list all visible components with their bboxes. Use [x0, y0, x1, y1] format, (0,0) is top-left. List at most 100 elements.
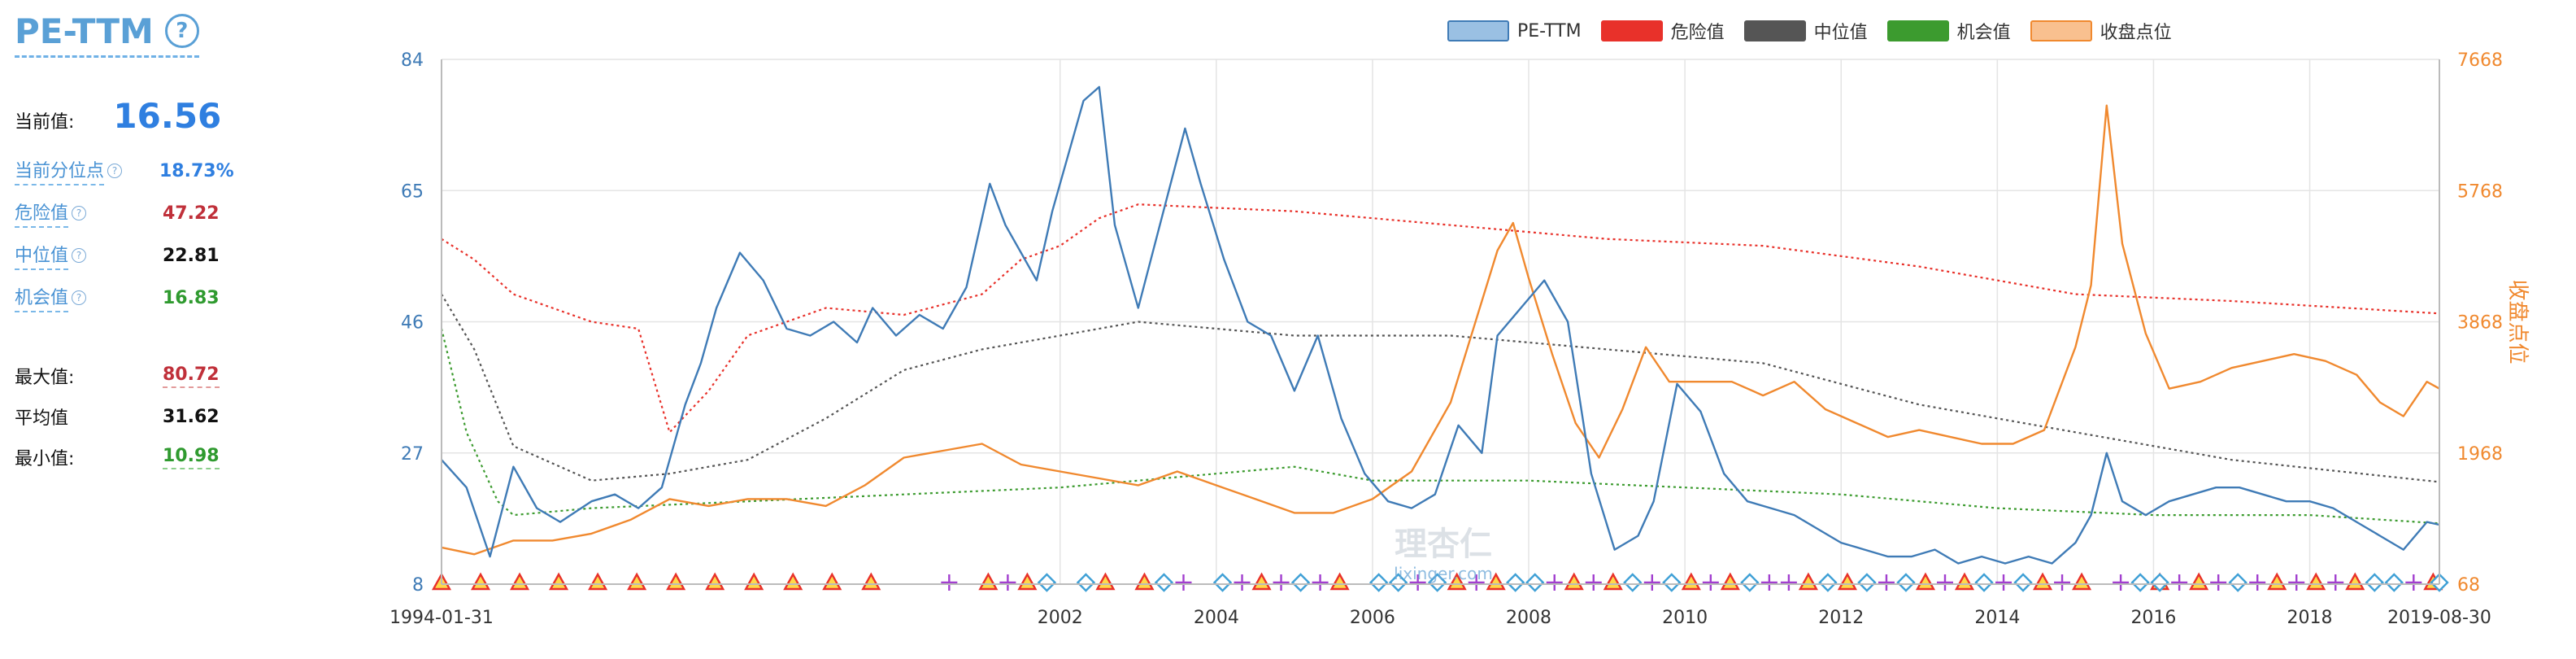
- triangle-marker: [1798, 572, 1818, 591]
- triangle-marker: [666, 572, 686, 591]
- diamond-marker: [1368, 573, 1389, 592]
- max-label: 最大值:: [15, 368, 75, 388]
- current-value: 16.56: [113, 96, 222, 136]
- series-line-收盘点位: [441, 104, 2440, 556]
- legend-label-chance: 机会值: [1956, 23, 2011, 43]
- plus-marker: [1936, 574, 1953, 591]
- indicator-title: PE-TTM: [15, 11, 154, 51]
- series-line-机会值: [440, 328, 2440, 525]
- stats-sidebar: PE-TTM ? 当前值: 16.56 当前分位点 ? 18.73% 危险值 ?…: [0, 0, 382, 659]
- y-right-tick-label: 1968: [2457, 444, 2503, 465]
- y-left-tick-label: 65: [401, 181, 424, 202]
- plus-marker: [2405, 574, 2422, 591]
- legend-label-pe: PE-TTM: [1517, 20, 1582, 41]
- diamond-marker: [2228, 573, 2247, 592]
- danger-value: 47.22: [163, 203, 220, 224]
- diamond-marker: [1212, 573, 1233, 592]
- legend-swatch-pe: [1447, 20, 1509, 41]
- question-mark-icon[interactable]: ?: [72, 248, 87, 263]
- legend-label-danger: 危险值: [1670, 23, 1725, 43]
- legend-swatch-median: [1743, 20, 1806, 41]
- diamond-marker: [1623, 573, 1643, 592]
- pe-ttm-chart[interactable]: PE-TTM 危险值 中位值 机会值 收盘点位 8 68 27 1968 46 3868 6…: [382, 0, 2576, 659]
- legend-item-chance[interactable]: 机会值: [1886, 18, 2011, 44]
- x-tick-label: 1994-01-31: [389, 608, 494, 628]
- question-mark-icon[interactable]: ?: [107, 164, 123, 178]
- plus-marker: [1585, 574, 1602, 591]
- triangle-marker: [1017, 572, 1038, 591]
- x-tick-label: 2018: [2287, 608, 2333, 628]
- plus-marker: [1995, 574, 2012, 591]
- chance-label: 机会值: [15, 283, 69, 312]
- triangle-marker: [822, 572, 842, 591]
- triangle-marker: [2345, 572, 2365, 591]
- diamond-marker: [1388, 573, 1408, 592]
- plus-marker: [2113, 574, 2130, 591]
- triangle-marker: [1837, 572, 1857, 591]
- indicator-title-row[interactable]: PE-TTM ?: [15, 8, 199, 58]
- question-mark-icon[interactable]: ?: [72, 290, 87, 305]
- diamond-marker: [1525, 573, 1545, 592]
- watermark-cn: 理杏仁: [1395, 526, 1492, 563]
- min-value[interactable]: 10.98: [163, 446, 220, 469]
- diamond-marker: [1037, 573, 1057, 592]
- diamond-marker: [1506, 573, 1525, 592]
- triangle-marker: [978, 572, 999, 591]
- max-value[interactable]: 80.72: [163, 364, 220, 388]
- diamond-marker: [1974, 573, 1994, 592]
- triangle-marker: [2267, 572, 2287, 591]
- triangle-marker: [861, 572, 881, 591]
- max-row: 最大值: 80.72: [15, 363, 220, 389]
- legend-label-close: 收盘点位: [2100, 23, 2172, 43]
- triangle-marker: [1954, 572, 1975, 591]
- plus-marker: [1780, 574, 1797, 591]
- danger-label-wrap[interactable]: 危险值 ?: [15, 199, 163, 228]
- avg-label-wrap: 平均值: [15, 404, 163, 430]
- chance-row[interactable]: 机会值 ? 16.83: [15, 283, 220, 312]
- percentile-label: 当前分位点: [15, 156, 105, 185]
- current-value-label: 当前值:: [15, 112, 75, 133]
- y-left-tick-label: 84: [401, 50, 424, 71]
- triangle-marker: [2033, 572, 2053, 591]
- triangle-marker: [1720, 572, 1740, 591]
- legend-item-danger[interactable]: 危险值: [1600, 18, 1725, 44]
- triangle-marker: [1603, 572, 1623, 591]
- min-label: 最小值:: [15, 449, 75, 469]
- x-tick-label: 2012: [1818, 608, 1864, 628]
- chance-label-wrap[interactable]: 机会值 ?: [15, 283, 163, 312]
- plot-svg[interactable]: 8 68 27 1968 46 3868 65 5768 84 7668 1994-01-31 200…: [382, 0, 2576, 659]
- question-mark-icon[interactable]: ?: [72, 206, 87, 220]
- min-label-wrap: 最小值:: [15, 444, 163, 470]
- triangle-marker: [510, 572, 530, 591]
- plus-marker: [2327, 574, 2344, 591]
- percentile-row[interactable]: 当前分位点 ? 18.73%: [15, 156, 234, 185]
- median-label-wrap[interactable]: 中位值 ?: [15, 241, 163, 270]
- triangle-marker: [744, 572, 764, 591]
- legend-item-pe-ttm[interactable]: PE-TTM: [1447, 18, 1582, 44]
- plus-marker: [999, 574, 1016, 591]
- help-icon[interactable]: ?: [164, 14, 199, 48]
- triangle-marker: [1251, 572, 1272, 591]
- triangle-marker: [1564, 572, 1584, 591]
- diamond-marker: [1896, 573, 1916, 592]
- triangle-marker: [783, 572, 803, 591]
- triangle-marker: [1915, 572, 1936, 591]
- y-right-tick-label: 3868: [2457, 313, 2503, 334]
- legend-swatch-close: [2030, 20, 2092, 41]
- diamond-marker: [2013, 573, 2033, 592]
- plus-marker: [2288, 574, 2305, 591]
- percentile-label-wrap[interactable]: 当前分位点 ?: [15, 156, 163, 185]
- diamond-marker: [1857, 573, 1877, 592]
- plus-marker: [1878, 574, 1895, 591]
- legend-item-median[interactable]: 中位值: [1743, 18, 1868, 44]
- danger-row[interactable]: 危险值 ? 47.22: [15, 199, 220, 228]
- median-row[interactable]: 中位值 ? 22.81: [15, 241, 220, 270]
- median-value: 22.81: [163, 245, 220, 266]
- y-right-tick-label: 7668: [2457, 50, 2503, 71]
- avg-label: 平均值: [15, 408, 69, 429]
- legend-item-close[interactable]: 收盘点位: [2030, 18, 2172, 44]
- triangle-marker: [627, 572, 647, 591]
- plus-marker: [1273, 574, 1290, 591]
- danger-label: 危险值: [15, 199, 69, 228]
